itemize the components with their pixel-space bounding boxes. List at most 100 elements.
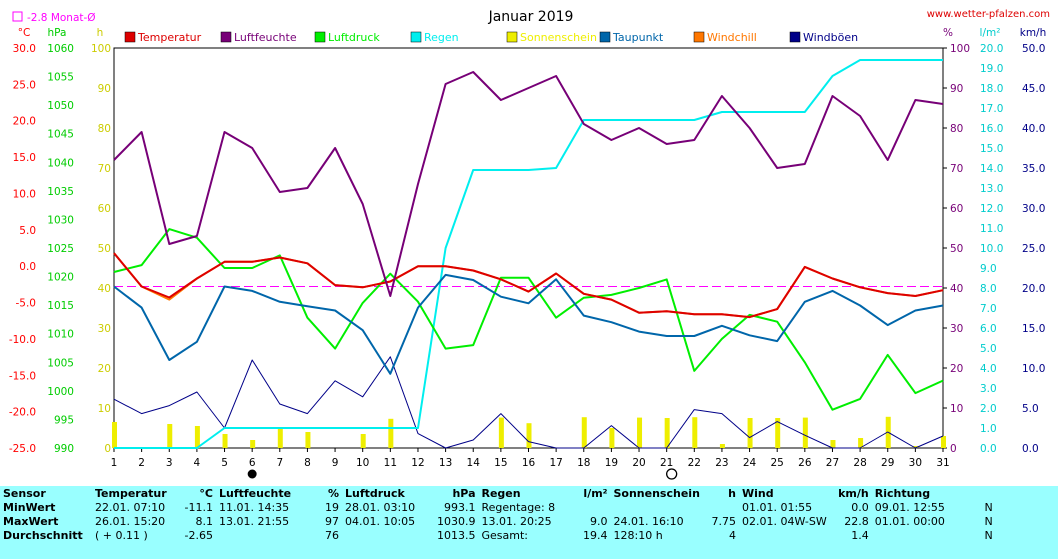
- stats-cell: Gesamt:: [481, 528, 529, 542]
- rain-tick-label: 18.0: [980, 83, 1003, 95]
- rain-tick-label: 17.0: [980, 103, 1003, 115]
- x-tick-label: 30: [909, 457, 922, 469]
- pressure-tick-label: 1020: [47, 272, 74, 284]
- sun-tick-label: 80: [98, 123, 111, 135]
- x-tick-label: 12: [411, 457, 424, 469]
- rain-tick-label: 8.0: [980, 283, 997, 295]
- pressure-unit: hPa: [48, 27, 67, 39]
- new-moon-icon: [666, 468, 678, 480]
- stats-header-unit: l/m²: [583, 486, 608, 500]
- temp-tick-label: 5.0: [19, 225, 36, 237]
- humidity-tick-label: 100: [950, 43, 970, 55]
- stats-cell: 0.0: [851, 500, 869, 514]
- legend-swatch: [789, 31, 801, 43]
- sunshine-bar: [913, 446, 919, 448]
- stats-header: Luftdruck: [345, 486, 405, 500]
- x-tick-label: 28: [853, 457, 866, 469]
- stats-cell: 01.01. 01:55: [742, 500, 813, 514]
- stats-header: Regen: [481, 486, 521, 500]
- temp-tick-label: 0.0: [19, 261, 36, 273]
- x-tick-label: 15: [494, 457, 507, 469]
- stats-cell: 28.01. 03:10: [345, 500, 416, 514]
- humidity-tick-label: 70: [950, 163, 963, 175]
- legend-label: Temperatur: [137, 31, 202, 44]
- stats-header-unit: km/h: [838, 486, 869, 500]
- legend-label: Sonnenschein: [520, 31, 597, 44]
- stats-row: Durchschnitt ( + 0.11 ) -2.65 76 1013.5 Ge…: [0, 528, 996, 542]
- sunshine-bar: [526, 423, 532, 448]
- x-tick-label: 10: [356, 457, 369, 469]
- sunshine-bar: [664, 418, 670, 448]
- stats-cell: [611, 500, 709, 514]
- temp-tick-label: 30.0: [13, 43, 36, 55]
- stats-row: MaxWert 26.01. 15:20 8.1 13.01. 21:55 97 04.0…: [0, 514, 996, 528]
- legend-label: Windböen: [803, 31, 858, 44]
- humidity-tick-label: 10: [950, 403, 963, 415]
- pressure-tick-label: 995: [54, 414, 74, 426]
- stats-cell: 8.1: [195, 514, 214, 528]
- series-line-taupunkt: [113, 273, 944, 375]
- full-moon-icon: [247, 469, 257, 479]
- pressure-tick-label: 1060: [47, 43, 74, 55]
- humidity-tick-label: 0: [950, 443, 957, 455]
- stats-header: Sensor: [3, 486, 46, 500]
- x-tick-label: 20: [632, 457, 645, 469]
- pressure-tick-label: 990: [54, 443, 74, 455]
- sunshine-bar: [277, 428, 283, 448]
- sunshine-bar: [802, 417, 808, 448]
- pressure-tick-label: 1000: [47, 386, 74, 398]
- legend-swatch: [693, 31, 705, 43]
- stats-cell: [709, 500, 740, 514]
- stats-cell: 19: [325, 500, 339, 514]
- rain-tick-label: 6.0: [980, 323, 997, 335]
- sunshine-bar: [194, 426, 200, 448]
- x-tick-label: 9: [332, 457, 339, 469]
- wind-tick-label: 40.0: [1022, 123, 1045, 135]
- temp-tick-label: -10.0: [9, 334, 36, 346]
- rain-tick-label: 0.0: [980, 443, 997, 455]
- wind-tick-label: 15.0: [1022, 323, 1045, 335]
- temp-tick-label: 25.0: [13, 79, 36, 91]
- sunshine-bar: [222, 434, 228, 448]
- temp-tick-label: 10.0: [13, 188, 36, 200]
- rain-unit: l/m²: [980, 27, 1001, 39]
- pressure-tick-label: 1005: [47, 357, 74, 369]
- stats-row-label: Durchschnitt: [3, 528, 83, 542]
- stats-header-unit: °C: [199, 486, 213, 500]
- stats-row-label: MaxWert: [3, 514, 59, 528]
- sun-tick-label: 70: [98, 163, 111, 175]
- pressure-tick-label: 1030: [47, 214, 74, 226]
- wind-tick-label: 10.0: [1022, 363, 1045, 375]
- wind-tick-label: 35.0: [1022, 163, 1045, 175]
- sunshine-bar: [858, 438, 864, 448]
- wind-tick-label: 20.0: [1022, 283, 1045, 295]
- series-line-luftfeuchte: [113, 71, 944, 297]
- stats-cell: [216, 528, 302, 542]
- sun-tick-label: 100: [91, 43, 111, 55]
- pressure-tick-label: 1045: [47, 129, 74, 141]
- pressure-tick-label: 1010: [47, 329, 74, 341]
- sunshine-bar: [167, 424, 173, 448]
- sunshine-bar: [609, 428, 615, 448]
- sunshine-bar: [388, 418, 394, 448]
- sunshine-bar: [637, 417, 643, 448]
- chart-legend: Temperatur Luftfeuchte Luftdruck Regen Sonne…: [124, 31, 858, 44]
- humidity-tick-label: 60: [950, 203, 963, 215]
- rain-tick-label: 19.0: [980, 63, 1003, 75]
- x-tick-label: 3: [166, 457, 173, 469]
- pressure-tick-label: 1055: [47, 72, 74, 84]
- wind-unit: km/h: [1020, 27, 1047, 39]
- stats-cell: -2.65: [184, 528, 213, 542]
- legend-swatch: [220, 31, 232, 43]
- legend-swatch: [124, 31, 136, 43]
- x-tick-label: 8: [304, 457, 311, 469]
- x-tick-label: 16: [522, 457, 536, 469]
- rain-tick-label: 20.0: [980, 43, 1003, 55]
- stats-header-unit: h: [728, 486, 736, 500]
- stats-cell: [739, 528, 830, 542]
- website-url: www.wetter-pfalzen.com: [927, 9, 1050, 20]
- stats-cell: 02.01. 04W-SW: [742, 514, 827, 528]
- rain-tick-label: 2.0: [980, 403, 997, 415]
- stats-row: MinWert 22.01. 07:10 -11.1 11.01. 14:35 19 28…: [0, 500, 996, 514]
- stats-cell: 04.01. 10:05: [345, 514, 416, 528]
